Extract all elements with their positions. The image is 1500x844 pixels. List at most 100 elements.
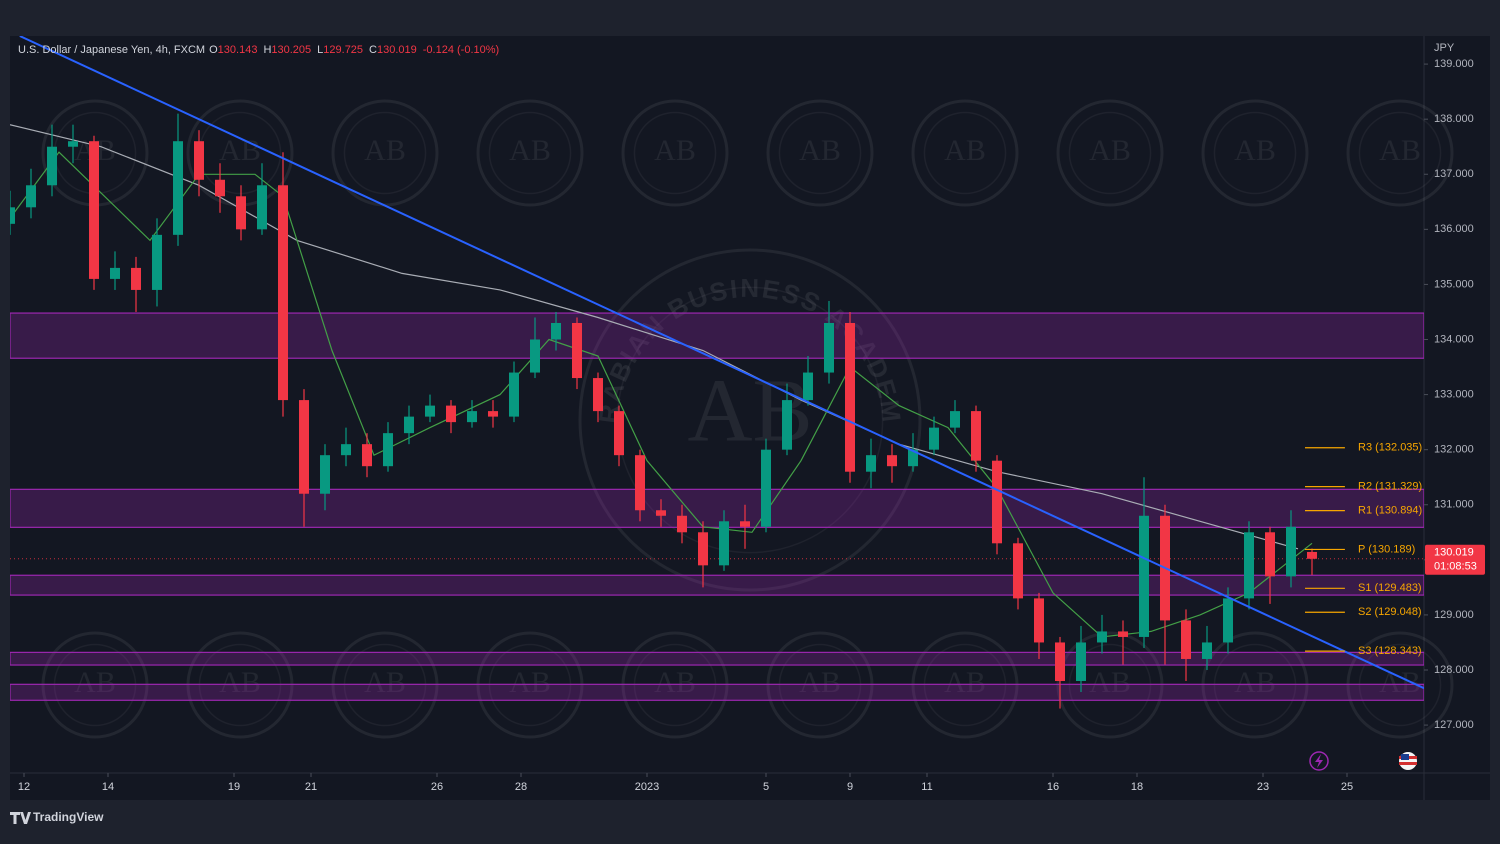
candle-body [1244, 532, 1254, 599]
candle-body [824, 322, 834, 373]
pivot-label: R1 (130.894) [1358, 504, 1422, 516]
watermark-mark: AB [509, 666, 551, 699]
price-countdown: 01:08:53 [1434, 561, 1477, 573]
candle-body [425, 405, 435, 417]
axes: 127.000128.000129.000130.000131.000132.0… [18, 58, 1485, 793]
candle-body [236, 196, 246, 230]
watermark-ring [633, 643, 717, 727]
brand-logo [10, 812, 31, 824]
candle-body [446, 405, 456, 423]
watermark-ring [343, 643, 427, 727]
candle-body [278, 185, 288, 401]
zone [10, 312, 1424, 359]
x-tick-label: 25 [1341, 781, 1353, 793]
watermark-ring [621, 99, 729, 207]
watermark-mark: AB [799, 666, 841, 699]
candle-body [803, 372, 813, 401]
x-tick-label: 21 [305, 781, 317, 793]
watermark-mark: AB [219, 134, 261, 167]
y-tick-label: 128.000 [1434, 664, 1474, 676]
ohlc-value: 130.019 [377, 44, 417, 56]
candle-body [110, 267, 120, 279]
pivot-label: S3 (128.343) [1358, 645, 1422, 657]
watermark-mark: AB [944, 134, 986, 167]
watermark-ring [1358, 111, 1442, 195]
pivot-label: S2 (129.048) [1358, 606, 1422, 618]
watermark-ring [621, 631, 729, 739]
candle-body [68, 141, 78, 147]
candle-body [1034, 598, 1044, 643]
watermark-mark: AB [654, 666, 696, 699]
candle-body [509, 372, 519, 417]
candle-body [677, 515, 687, 533]
ohlc-key: C [369, 44, 377, 56]
watermark-ring [766, 631, 874, 739]
candle-body [1181, 620, 1191, 659]
watermark-ring [331, 631, 439, 739]
y-tick-label: 132.000 [1434, 444, 1474, 456]
candle-body [1307, 551, 1317, 559]
watermark-mark: AB [944, 666, 986, 699]
candle-body [761, 449, 771, 527]
candle-body [740, 521, 750, 527]
pivot-label: S1 (129.483) [1358, 582, 1422, 594]
watermark-ring [198, 643, 282, 727]
y-tick-label: 136.000 [1434, 223, 1474, 235]
candle-body [1076, 642, 1086, 682]
header-title: U.S. Dollar / Japanese Yen, 4h, FXCM [18, 44, 205, 56]
candle-body [488, 411, 498, 417]
flag-canton [1401, 754, 1409, 760]
watermark-ring [1213, 111, 1297, 195]
candle-body [1223, 598, 1233, 643]
header: U.S. Dollar / Japanese Yen, 4h, FXCM O130… [18, 44, 499, 56]
currency: JPY [1434, 42, 1455, 54]
watermark-mark: AB [1234, 666, 1276, 699]
candle-body [971, 411, 981, 461]
events-icon[interactable] [1309, 751, 1329, 771]
x-tick-label: 26 [431, 781, 443, 793]
candle-body [362, 444, 372, 467]
candle-body [845, 322, 855, 472]
candle-body [698, 532, 708, 566]
candle-body [341, 444, 351, 456]
watermark-ring [1056, 99, 1164, 207]
watermark-mark: AB [1089, 134, 1131, 167]
candle-body [320, 455, 330, 494]
x-tick-label: 23 [1257, 781, 1269, 793]
candle-body [656, 510, 666, 516]
watermark-ring [1358, 643, 1442, 727]
candle-body [404, 416, 414, 434]
candle-body [89, 141, 99, 279]
watermark-ring [633, 111, 717, 195]
lightning-icon [1315, 754, 1323, 768]
zone [10, 683, 1424, 701]
candle-body [572, 322, 582, 379]
candle-body [47, 146, 57, 186]
plot-area: R3 (132.035) R2 (131.329) R1 (130.894) P (1… [10, 36, 1424, 709]
candle-body [1013, 543, 1023, 599]
watermark-ring [923, 643, 1007, 727]
y-tick-label: 138.000 [1434, 113, 1474, 125]
x-tick-label: 18 [1131, 781, 1143, 793]
watermark-mark: AB [1379, 134, 1421, 167]
candle-body [1202, 642, 1212, 659]
watermark-ring [53, 643, 137, 727]
x-tick-label: 11 [921, 781, 932, 793]
y-tick-label: 135.000 [1434, 278, 1474, 290]
candle-body [908, 449, 918, 467]
watermark-ring [41, 631, 149, 739]
ohlc-value: 130.143 [218, 44, 258, 56]
watermark-ring [488, 111, 572, 195]
candle-body [194, 141, 204, 180]
x-tick-label: 5 [763, 781, 769, 793]
pivot-label: P (130.189) [1358, 543, 1415, 555]
price-box [1425, 544, 1485, 575]
candle-body [215, 179, 225, 197]
watermark-mark: AB [687, 362, 812, 461]
candle-body [614, 411, 624, 456]
y-tick-label: 134.000 [1434, 333, 1474, 345]
brand: TradingView [33, 810, 104, 824]
watermark-ring [778, 643, 862, 727]
y-tick-label: 139.000 [1434, 58, 1474, 70]
